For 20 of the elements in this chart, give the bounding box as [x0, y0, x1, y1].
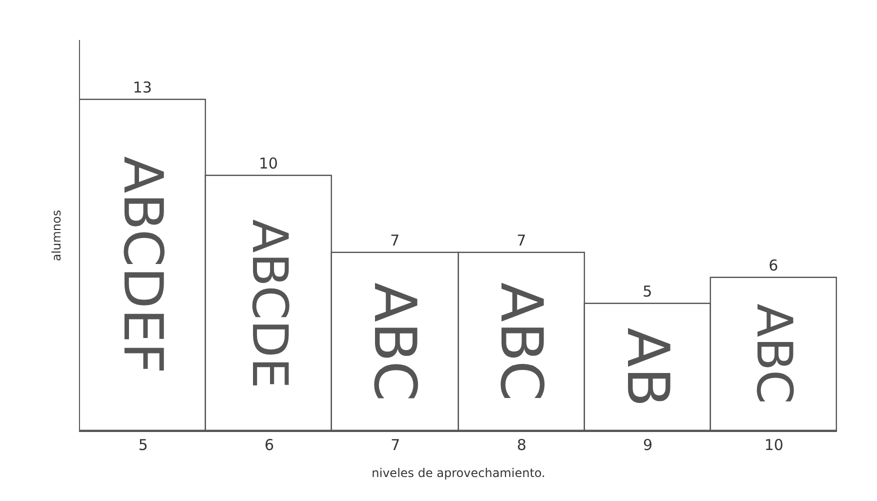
y-axis-title: alumnos	[49, 210, 64, 262]
x-tick-label: 7	[390, 436, 400, 454]
data-label: 6	[768, 256, 778, 274]
annotation: ABCDEF	[111, 156, 174, 374]
annotation: ABC	[361, 282, 430, 402]
annotation: ABC	[745, 304, 802, 404]
x-tick-label: 6	[264, 436, 274, 454]
annotation: ABCDE	[240, 219, 298, 388]
x-axis-title: niveles de aprovechamiento.	[372, 466, 546, 480]
data-label: 7	[516, 231, 526, 250]
data-label: 7	[390, 231, 400, 250]
x-tick-label: 10	[764, 436, 784, 454]
data-label: 10	[258, 154, 278, 172]
x-tick-label: 5	[138, 436, 148, 454]
data-label: 5	[642, 282, 652, 300]
annotation: AB	[614, 328, 682, 407]
x-tick-label: 8	[516, 436, 526, 454]
data-label: 13	[132, 78, 152, 96]
x-tick-label: 9	[642, 436, 653, 454]
annotation: ABC	[487, 282, 556, 402]
